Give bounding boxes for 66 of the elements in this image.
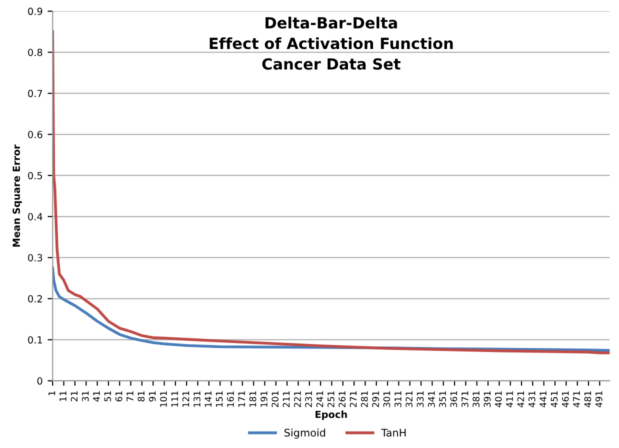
x-tick-label: 461 [562, 391, 569, 408]
x-tick-label: 81 [138, 391, 145, 402]
x-tick-label: 201 [272, 391, 279, 408]
x-tick-label: 261 [338, 391, 346, 408]
x-tick-label: 221 [294, 391, 301, 408]
legend-label: TanH [381, 428, 406, 437]
x-tick-label: 331 [416, 391, 424, 408]
y-tick-label: 0 [37, 377, 42, 385]
x-tick-label: 371 [461, 391, 468, 408]
x-tick-label: 71 [126, 391, 134, 402]
x-tick-label: 151 [216, 391, 223, 407]
x-tick-label: 251 [328, 391, 334, 408]
x-tick-label: 51 [104, 391, 112, 402]
x-tick-label: 1 [48, 391, 56, 396]
x-tick-label: 341 [428, 391, 435, 408]
x-tick-label: 381 [472, 391, 480, 408]
x-tick-label: 391 [484, 391, 491, 408]
legend-label: Sigmoid [284, 428, 326, 439]
y-tick-label: 0.7 [28, 90, 42, 98]
line-series [52, 30, 610, 354]
y-tick-label: 0.8 [28, 48, 42, 56]
y-tick-label: 0.2 [28, 295, 42, 302]
x-tick-label: 181 [249, 391, 256, 407]
x-tick-label: 121 [182, 391, 190, 407]
x-tick-label: 301 [383, 391, 390, 408]
x-tick-label: 91 [148, 391, 156, 402]
x-tick-label: 231 [305, 391, 312, 408]
x-tick-label: 31 [82, 391, 89, 402]
y-tick-label: 0.1 [28, 336, 42, 344]
y-tick-label: 0.9 [28, 8, 42, 16]
y-tick-label: 0.6 [28, 130, 42, 138]
x-tick-label: 361 [450, 391, 458, 408]
y-tick-label: 0.5 [28, 172, 42, 180]
x-tick-label: 321 [406, 391, 412, 408]
x-tick-label: 131 [194, 391, 200, 407]
x-tick-label: 211 [282, 391, 290, 408]
x-tick-label: 141 [204, 391, 212, 407]
x-tick-label: 191 [260, 391, 268, 407]
y-axis-title: Mean Square Error [12, 144, 22, 247]
x-tick-label: 481 [584, 391, 592, 408]
x-tick-label: 471 [573, 391, 580, 408]
x-tick-label: 421 [517, 391, 524, 408]
x-axis-title: Epoch [316, 410, 347, 420]
x-tick-label: 111 [171, 391, 178, 407]
x-tick-label: 271 [350, 391, 357, 408]
x-tick-label: 291 [372, 391, 379, 408]
x-tick-label: 451 [550, 391, 558, 408]
x-tick-label: 351 [439, 391, 446, 408]
x-tick-label: 41 [93, 391, 100, 402]
x-tick-label: 161 [227, 391, 234, 407]
x-tick-label: 101 [160, 391, 167, 407]
text: Delta-Bar-Delta Effect of Activation Function Cancer Data Set [210, 16, 453, 70]
x-tick-label: 11 [60, 391, 66, 402]
y-tick-label: 0.4 [28, 213, 42, 220]
x-tick-label: 401 [494, 391, 502, 408]
x-tick-label: 281 [361, 391, 368, 408]
x-tick-label: 411 [506, 391, 513, 408]
x-tick-label: 21 [70, 391, 78, 402]
x-tick-label: 491 [595, 391, 602, 408]
x-tick-label: 441 [540, 391, 546, 408]
x-tick-label: 241 [316, 391, 324, 408]
x-tick-label: 61 [115, 391, 122, 402]
x-tick-label: 171 [238, 391, 245, 407]
y-tick-label: 0.3 [28, 254, 42, 262]
x-tick-label: 311 [394, 391, 402, 408]
x-tick-label: 431 [528, 391, 536, 408]
